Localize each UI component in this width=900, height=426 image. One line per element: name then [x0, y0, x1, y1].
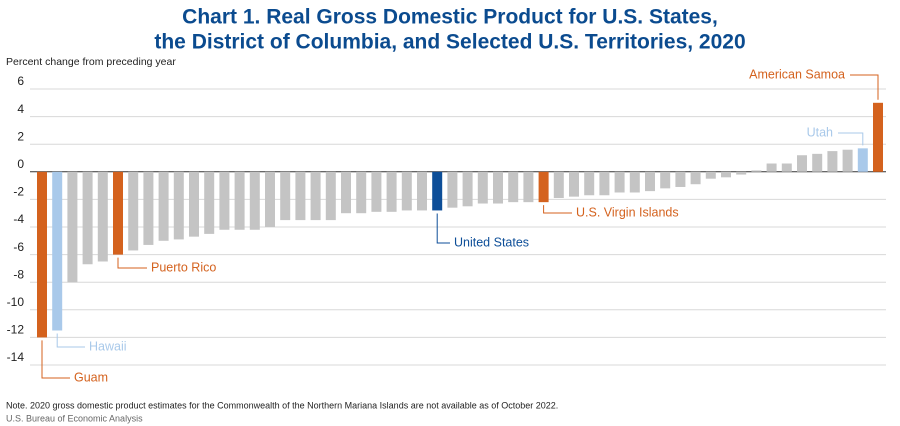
- bar: [67, 171, 78, 283]
- bar: [629, 171, 640, 193]
- bar: [265, 171, 275, 227]
- leader-line: [117, 257, 147, 269]
- bar: [751, 170, 762, 172]
- annotation: Utah: [807, 125, 833, 139]
- bar: [553, 171, 564, 199]
- bar: [508, 171, 519, 203]
- bar: [812, 153, 823, 172]
- bar: [37, 171, 47, 338]
- bar: [310, 171, 321, 221]
- bar: [341, 171, 351, 214]
- annotation: Guam: [74, 370, 108, 384]
- bar: [660, 171, 671, 189]
- y-tick-label: -14: [7, 350, 25, 364]
- bar: [417, 171, 427, 211]
- bar: [736, 171, 747, 175]
- bar: [584, 171, 595, 196]
- bar: [234, 171, 245, 230]
- y-tick-label: -8: [13, 267, 24, 281]
- bar: [477, 171, 488, 204]
- chart-title: the District of Columbia, and Selected U…: [154, 31, 745, 54]
- bar: [447, 171, 458, 208]
- bar: [219, 171, 230, 230]
- bar: [599, 171, 610, 196]
- annotation: Hawaii: [89, 339, 127, 353]
- bar: [645, 171, 655, 192]
- bar: [143, 171, 154, 245]
- annotation: Puerto Rico: [151, 260, 216, 274]
- chart-title: Chart 1. Real Gross Domestic Product for…: [182, 6, 718, 29]
- bar: [325, 171, 336, 221]
- bar: [523, 171, 534, 203]
- y-tick-label: -6: [13, 240, 24, 254]
- bar: [82, 171, 93, 265]
- leader-line: [543, 205, 572, 214]
- bar: [781, 163, 792, 172]
- bar: [128, 171, 139, 251]
- note: Note. 2020 gross domestic product estima…: [6, 400, 558, 410]
- bar: [873, 102, 883, 172]
- bar: [401, 171, 412, 211]
- annotation: U.S. Virgin Islands: [576, 205, 679, 219]
- source: U.S. Bureau of Economic Analysis: [6, 413, 143, 423]
- bar: [97, 171, 108, 262]
- bar: [52, 171, 63, 331]
- bar: [675, 171, 686, 187]
- bar: [432, 171, 443, 211]
- y-tick-label: 2: [17, 129, 24, 143]
- bar: [158, 171, 169, 241]
- y-tick-label: -4: [13, 212, 24, 226]
- y-tick-label: -2: [13, 185, 24, 199]
- annotation: American Samoa: [749, 67, 845, 81]
- bar: [462, 171, 473, 207]
- annotation: United States: [454, 235, 529, 249]
- bar: [386, 171, 397, 212]
- bar: [857, 148, 868, 172]
- y-tick-label: 0: [17, 157, 24, 171]
- bar: [721, 171, 731, 178]
- bar: [705, 171, 716, 179]
- y-tick-label: -12: [7, 323, 25, 337]
- bar: [295, 171, 306, 221]
- bar: [842, 149, 853, 172]
- bar: [113, 171, 123, 255]
- leader-line: [436, 213, 450, 244]
- bar: [189, 171, 199, 237]
- bar: [204, 171, 215, 234]
- y-axis-label: Percent change from preceding year: [6, 56, 176, 68]
- bar: [371, 171, 382, 212]
- bar: [356, 171, 367, 214]
- bar: [280, 171, 291, 221]
- leader-line: [850, 74, 879, 100]
- leader-line: [838, 132, 864, 146]
- bar: [538, 171, 549, 203]
- bar: [827, 151, 838, 172]
- leader-line: [41, 340, 70, 379]
- bar: [249, 171, 260, 230]
- bar: [797, 155, 807, 172]
- bar: [614, 171, 625, 193]
- bar: [690, 171, 701, 185]
- y-tick-label: -10: [7, 295, 25, 309]
- bar: [173, 171, 184, 240]
- y-tick-label: 4: [17, 102, 24, 116]
- bar: [569, 171, 579, 197]
- bar: [493, 171, 503, 204]
- bar: [766, 163, 777, 172]
- leader-line: [56, 333, 85, 348]
- y-tick-label: 6: [17, 74, 24, 88]
